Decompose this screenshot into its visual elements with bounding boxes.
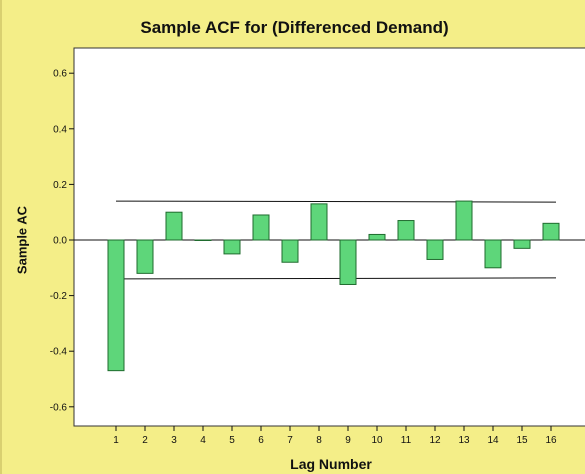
y-tick-label: 0.4 [53,124,67,135]
lower-confidence-limit [115,277,557,280]
acf-bar-lag-8 [310,203,328,241]
y-tick-label: 0.2 [53,180,67,191]
x-tick-label: 12 [429,435,441,446]
acf-bar-lag-10 [368,233,386,241]
acf-bar-lag-13 [455,200,473,241]
acf-bar-lag-14 [484,239,502,269]
acf-bar-lag-16 [542,222,560,241]
x-tick-label: 5 [229,435,235,446]
y-tick-label: -0.4 [50,347,68,358]
acf-bar-lag-4 [194,239,212,241]
x-tick-label: 13 [458,435,470,446]
x-axis-label: Lag Number [290,456,372,472]
acf-bar-lag-3 [165,211,183,241]
acf-bar-lag-7 [281,239,299,263]
y-tick-label: -0.6 [50,402,68,413]
x-tick-label: 16 [545,435,557,446]
x-tick-label: 3 [171,435,177,446]
x-tick-label: 4 [200,435,206,446]
acf-bar-lag-12 [426,239,444,260]
y-tick-label: -0.2 [50,291,68,302]
acf-bar-lag-15 [513,239,531,249]
x-tick-label: 11 [401,435,412,446]
y-tick-label: 0.0 [53,236,67,247]
acf-bar-lag-1 [107,239,125,372]
x-tick-label: 14 [487,435,499,446]
x-tick-label: 8 [316,435,322,446]
acf-bar-lag-11 [397,220,415,241]
x-tick-label: 6 [258,435,264,446]
y-tick-label: 0.6 [53,69,67,80]
chart-title: Sample ACF for (Differenced Demand) [140,18,449,37]
acf-bar-lag-9 [339,239,357,285]
x-tick-label: 1 [113,435,119,446]
plot-area [73,47,585,427]
x-tick-label: 10 [371,435,383,446]
x-tick-label: 15 [516,435,528,446]
acf-bar-lag-2 [136,239,154,274]
acf-bar-lag-5 [223,239,241,255]
x-tick-label: 9 [345,435,351,446]
upper-confidence-limit [115,200,557,203]
x-tick-label: 2 [142,435,148,446]
acf-bar-lag-6 [252,214,270,241]
x-tick-label: 7 [287,435,293,446]
